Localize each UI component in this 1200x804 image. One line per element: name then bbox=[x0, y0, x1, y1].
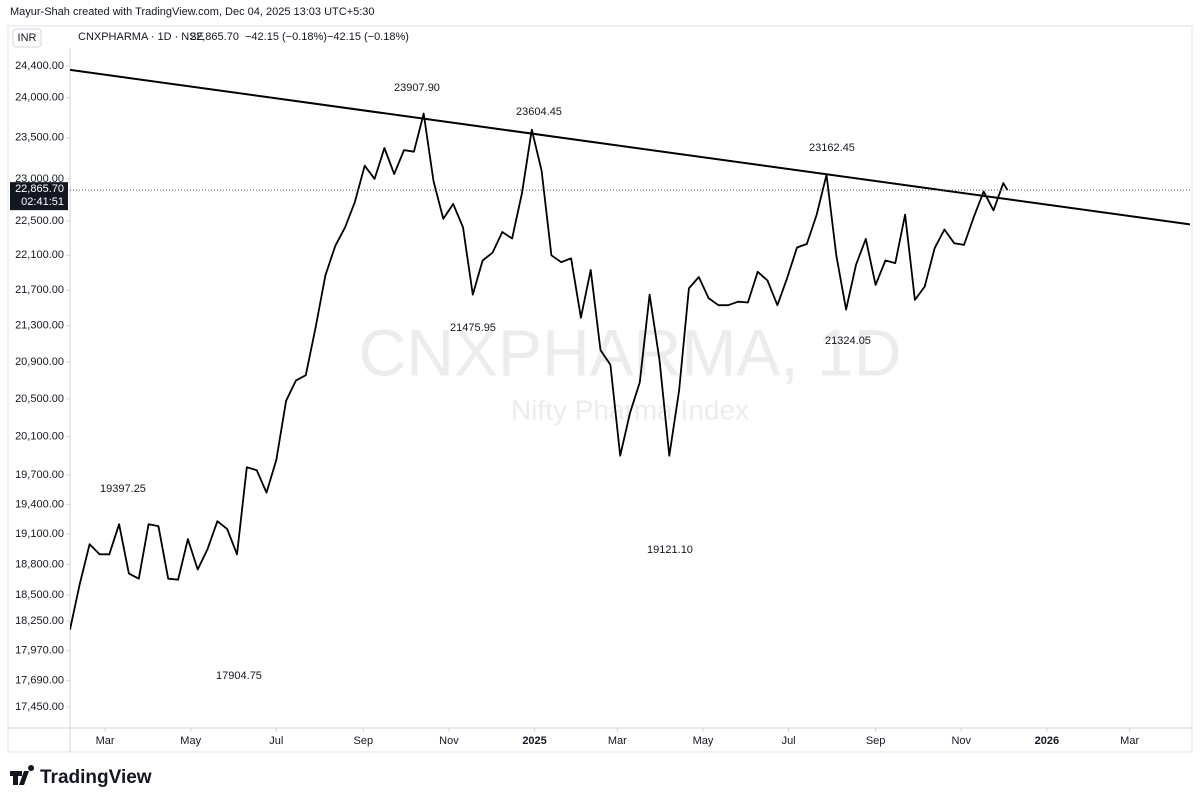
watermark-subtitle: Nifty Pharma Index bbox=[511, 394, 749, 425]
y-tick-label: 17,970.00 bbox=[15, 645, 64, 657]
x-tick-label: Mar bbox=[96, 735, 115, 747]
chart-frame bbox=[7, 25, 1193, 753]
annotation: 21324.05 bbox=[825, 335, 871, 347]
annotation: 21475.95 bbox=[450, 322, 496, 334]
y-tick-label: 17,450.00 bbox=[15, 701, 64, 713]
footer-logo: TradingView bbox=[10, 765, 152, 788]
annotation: 23907.90 bbox=[394, 82, 440, 94]
legend-price: 22,865.70 bbox=[190, 31, 239, 43]
annotation: 19121.10 bbox=[647, 544, 693, 556]
y-tick-label: 20,100.00 bbox=[15, 430, 64, 442]
y-tick-label: 20,500.00 bbox=[15, 393, 64, 405]
y-tick-label: 17,690.00 bbox=[15, 675, 64, 687]
y-tick-label: 18,500.00 bbox=[15, 589, 64, 601]
x-tick-label: Mar bbox=[1120, 735, 1139, 747]
footer-brand: TradingView bbox=[40, 767, 152, 788]
x-tick-label: May bbox=[693, 735, 714, 747]
legend-change: −42.15 (−0.18%) bbox=[245, 31, 327, 43]
y-tick-label: 21,700.00 bbox=[15, 284, 64, 296]
y-tick-label: 19,700.00 bbox=[15, 469, 64, 481]
last-price-label: 22,865.70 bbox=[15, 183, 64, 195]
y-tick-label: 19,100.00 bbox=[15, 528, 64, 540]
x-tick-label: Nov bbox=[439, 735, 459, 747]
annotation: 23162.45 bbox=[809, 142, 855, 154]
plot-area bbox=[70, 68, 1190, 630]
y-tick-label: 22,500.00 bbox=[15, 215, 64, 227]
x-tick-label: 2025 bbox=[522, 735, 546, 747]
y-tick-label: 23,500.00 bbox=[15, 132, 64, 144]
y-tick-label: 22,100.00 bbox=[15, 249, 64, 261]
x-tick-label: Jul bbox=[269, 735, 283, 747]
x-tick-label: Mar bbox=[608, 735, 627, 747]
credit: Mayur-Shah created with TradingView.com,… bbox=[10, 6, 375, 18]
x-tick-label: May bbox=[180, 735, 201, 747]
watermark-title: CNXPHARMA, 1D bbox=[359, 315, 902, 389]
price-line bbox=[70, 112, 1009, 630]
y-tick-label: 21,300.00 bbox=[15, 320, 64, 332]
trendline bbox=[70, 68, 1190, 226]
y-tick-label: 18,250.00 bbox=[15, 615, 64, 627]
x-tick-label: Sep bbox=[866, 735, 886, 747]
x-tick-label: Jul bbox=[782, 735, 796, 747]
legend-symbol: CNXPHARMA · 1D · NSE bbox=[78, 31, 204, 43]
annotation: 17904.75 bbox=[216, 670, 262, 682]
currency-button[interactable] bbox=[12, 28, 42, 48]
legend-change: −42.15 (−0.18%) bbox=[327, 31, 409, 43]
x-tick-label: 2026 bbox=[1035, 735, 1059, 747]
y-tick-label: 23,000.00 bbox=[15, 173, 64, 185]
y-tick-label: 24,000.00 bbox=[15, 91, 64, 103]
y-tick-label: 19,400.00 bbox=[15, 498, 64, 510]
logo-icon bbox=[10, 765, 35, 785]
countdown: 02:41:51 bbox=[21, 196, 64, 208]
annotation: 19397.25 bbox=[100, 483, 146, 495]
y-tick-label: 24,400.00 bbox=[15, 60, 64, 72]
y-tick-label: 20,900.00 bbox=[15, 356, 64, 368]
x-tick-label: Nov bbox=[951, 735, 971, 747]
annotation: 23604.45 bbox=[516, 106, 562, 118]
last-price-box bbox=[10, 182, 68, 211]
y-tick-label: 18,800.00 bbox=[15, 558, 64, 570]
x-tick-label: Sep bbox=[354, 735, 374, 747]
currency[interactable]: INR bbox=[18, 32, 37, 44]
